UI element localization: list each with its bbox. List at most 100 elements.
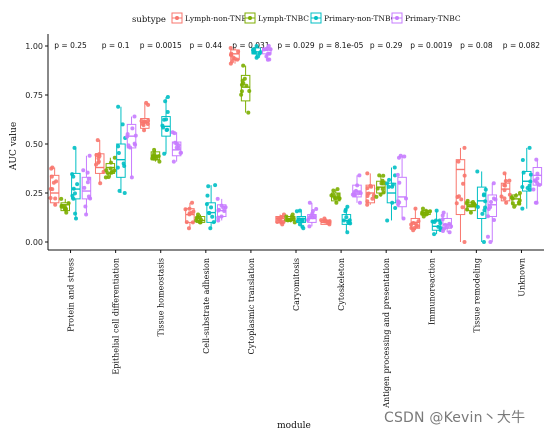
data-point — [462, 145, 467, 150]
data-point — [377, 173, 382, 178]
data-point — [209, 205, 214, 210]
box-group — [395, 153, 409, 221]
data-point — [521, 170, 526, 175]
box-group — [59, 196, 71, 215]
data-point — [312, 214, 317, 219]
box — [116, 143, 126, 178]
box-group — [115, 104, 128, 195]
box-group — [294, 208, 307, 231]
data-point — [151, 154, 156, 159]
data-point — [266, 51, 271, 56]
data-point — [375, 186, 380, 191]
x-tick-label: Cytoskeleton — [337, 258, 346, 311]
box-group — [139, 100, 151, 133]
data-point — [161, 125, 166, 130]
data-point — [378, 192, 383, 197]
data-point — [208, 226, 213, 231]
x-tick-label: Antigen processing and presentation — [382, 258, 391, 409]
data-point — [297, 208, 302, 213]
data-point — [184, 220, 189, 225]
x-tick-label: Tissue remodeling — [472, 258, 481, 333]
data-point — [357, 200, 362, 205]
p-value-label: p = 0.08 — [460, 41, 493, 50]
data-point — [434, 208, 439, 213]
data-point — [204, 202, 209, 207]
box — [240, 74, 251, 102]
legend-entry-label: Lymph-TNBC — [258, 14, 309, 23]
legend-key-point — [175, 16, 179, 20]
box-group — [520, 145, 533, 211]
data-point — [206, 184, 211, 189]
x-axis: Protein and stress Epithelial cell differ… — [48, 249, 544, 409]
data-point — [345, 230, 350, 235]
data-point — [447, 221, 452, 226]
data-point — [319, 218, 324, 223]
legend-entry-label: Primary-TNBC — [405, 14, 461, 23]
data-point — [504, 200, 509, 205]
data-point — [125, 132, 130, 137]
data-point — [402, 154, 407, 159]
data-point — [337, 196, 342, 201]
data-point — [194, 215, 199, 220]
data-point — [528, 172, 533, 177]
data-point — [104, 168, 109, 173]
data-point — [98, 181, 103, 186]
data-point — [332, 196, 337, 201]
x-tick-label: Immunoreaction — [427, 258, 436, 325]
data-point — [165, 94, 170, 99]
data-point — [459, 197, 464, 202]
box-group — [194, 212, 206, 225]
data-point — [414, 224, 419, 229]
data-point — [527, 145, 532, 150]
data-point — [535, 181, 540, 186]
data-point — [75, 182, 80, 187]
legend-key-point — [314, 16, 318, 20]
data-point — [485, 234, 490, 239]
box-group — [70, 145, 81, 221]
data-point — [345, 204, 350, 209]
data-point — [130, 126, 135, 131]
data-point — [365, 171, 370, 176]
box-group — [150, 147, 162, 164]
box-group — [228, 45, 241, 66]
data-point — [59, 196, 64, 201]
data-point — [241, 81, 246, 86]
box-group — [305, 200, 319, 229]
y-tick-label: 0.00 — [25, 238, 43, 247]
data-point — [483, 199, 488, 204]
data-point — [126, 143, 131, 148]
data-point — [356, 191, 361, 196]
data-point — [71, 186, 76, 191]
p-value-label: p = 0.082 — [503, 41, 541, 50]
data-point — [517, 201, 522, 206]
box-group — [275, 212, 286, 227]
data-point — [279, 215, 284, 220]
data-point — [488, 240, 493, 244]
data-point — [132, 114, 137, 119]
y-tick-label: 0.25 — [25, 189, 43, 198]
data-point — [475, 205, 480, 210]
data-point — [53, 202, 58, 207]
data-point — [154, 156, 159, 161]
data-point — [59, 203, 64, 208]
legend-key-point — [248, 16, 252, 20]
data-point — [520, 206, 525, 211]
box-group — [204, 183, 218, 231]
data-point — [486, 214, 491, 219]
data-point — [173, 140, 178, 145]
p-value-label: p = 0.29 — [370, 41, 403, 50]
box-group — [239, 63, 252, 115]
data-point — [396, 155, 401, 160]
box-group — [215, 196, 228, 223]
box-group — [329, 187, 342, 205]
data-point — [510, 201, 515, 206]
legend: subtype Lymph-non-TNBC Lymph-TNBC Primary-… — [132, 12, 461, 25]
data-point — [416, 219, 421, 224]
data-point — [115, 165, 120, 170]
data-point — [534, 200, 539, 205]
data-point — [531, 187, 536, 192]
box-group — [170, 130, 183, 164]
box-group — [160, 94, 171, 156]
data-point — [365, 186, 370, 191]
